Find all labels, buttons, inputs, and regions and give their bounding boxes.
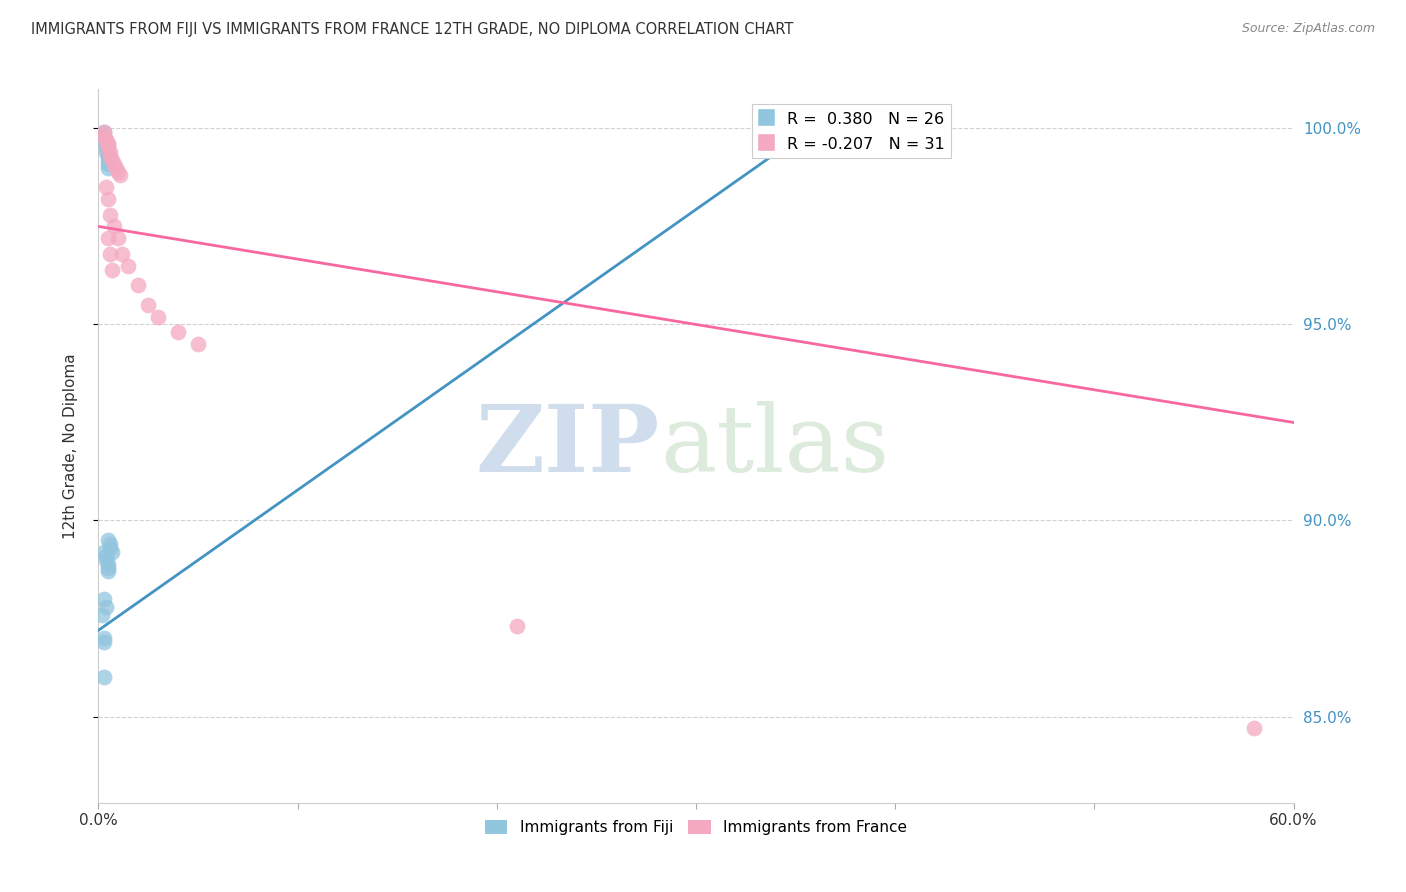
Point bbox=[103, 157, 125, 171]
Point bbox=[167, 326, 190, 340]
Point bbox=[506, 619, 529, 633]
Legend: Immigrants from Fiji, Immigrants from France: Immigrants from Fiji, Immigrants from Fr… bbox=[478, 814, 914, 841]
Point bbox=[187, 337, 209, 351]
Point bbox=[101, 262, 124, 277]
Point bbox=[98, 537, 122, 551]
Point bbox=[97, 533, 120, 547]
Point bbox=[93, 545, 115, 559]
Point bbox=[97, 231, 120, 245]
Point bbox=[93, 125, 115, 139]
Point bbox=[96, 180, 118, 194]
Point bbox=[98, 541, 122, 555]
Point bbox=[117, 259, 139, 273]
Point bbox=[107, 164, 129, 178]
Point bbox=[136, 298, 159, 312]
Point bbox=[103, 219, 125, 234]
Point bbox=[105, 161, 128, 175]
Point bbox=[96, 145, 118, 159]
Point bbox=[127, 278, 149, 293]
Point bbox=[98, 145, 122, 159]
Point bbox=[1243, 721, 1265, 735]
Point bbox=[107, 231, 129, 245]
Point bbox=[93, 591, 115, 606]
Text: IMMIGRANTS FROM FIJI VS IMMIGRANTS FROM FRANCE 12TH GRADE, NO DIPLOMA CORRELATIO: IMMIGRANTS FROM FIJI VS IMMIGRANTS FROM … bbox=[31, 22, 793, 37]
Point bbox=[98, 149, 122, 163]
Point bbox=[96, 133, 118, 147]
Point bbox=[98, 247, 122, 261]
Point bbox=[110, 169, 132, 183]
Point bbox=[91, 607, 114, 622]
Text: Source: ZipAtlas.com: Source: ZipAtlas.com bbox=[1241, 22, 1375, 36]
Point bbox=[96, 137, 118, 152]
Point bbox=[93, 133, 115, 147]
Point bbox=[98, 208, 122, 222]
Point bbox=[101, 545, 124, 559]
Point bbox=[97, 149, 120, 163]
Point bbox=[93, 125, 115, 139]
Text: ZIP: ZIP bbox=[475, 401, 661, 491]
Point bbox=[111, 247, 134, 261]
Point bbox=[96, 599, 118, 614]
Point bbox=[101, 153, 124, 167]
Point bbox=[93, 129, 115, 144]
Text: atlas: atlas bbox=[661, 401, 890, 491]
Y-axis label: 12th Grade, No Diploma: 12th Grade, No Diploma bbox=[63, 353, 77, 539]
Point bbox=[93, 129, 115, 144]
Point bbox=[97, 192, 120, 206]
Point bbox=[96, 552, 118, 566]
Point bbox=[97, 161, 120, 175]
Point bbox=[93, 631, 115, 645]
Point bbox=[97, 137, 120, 152]
Point bbox=[96, 133, 118, 147]
Point bbox=[97, 560, 120, 574]
Point bbox=[93, 670, 115, 684]
Point bbox=[97, 137, 120, 152]
Point bbox=[97, 157, 120, 171]
Point bbox=[97, 153, 120, 167]
Point bbox=[97, 141, 120, 155]
Point bbox=[148, 310, 170, 324]
Point bbox=[96, 141, 118, 155]
Point bbox=[97, 557, 120, 571]
Point bbox=[96, 549, 118, 563]
Point bbox=[97, 565, 120, 579]
Point bbox=[93, 635, 115, 649]
